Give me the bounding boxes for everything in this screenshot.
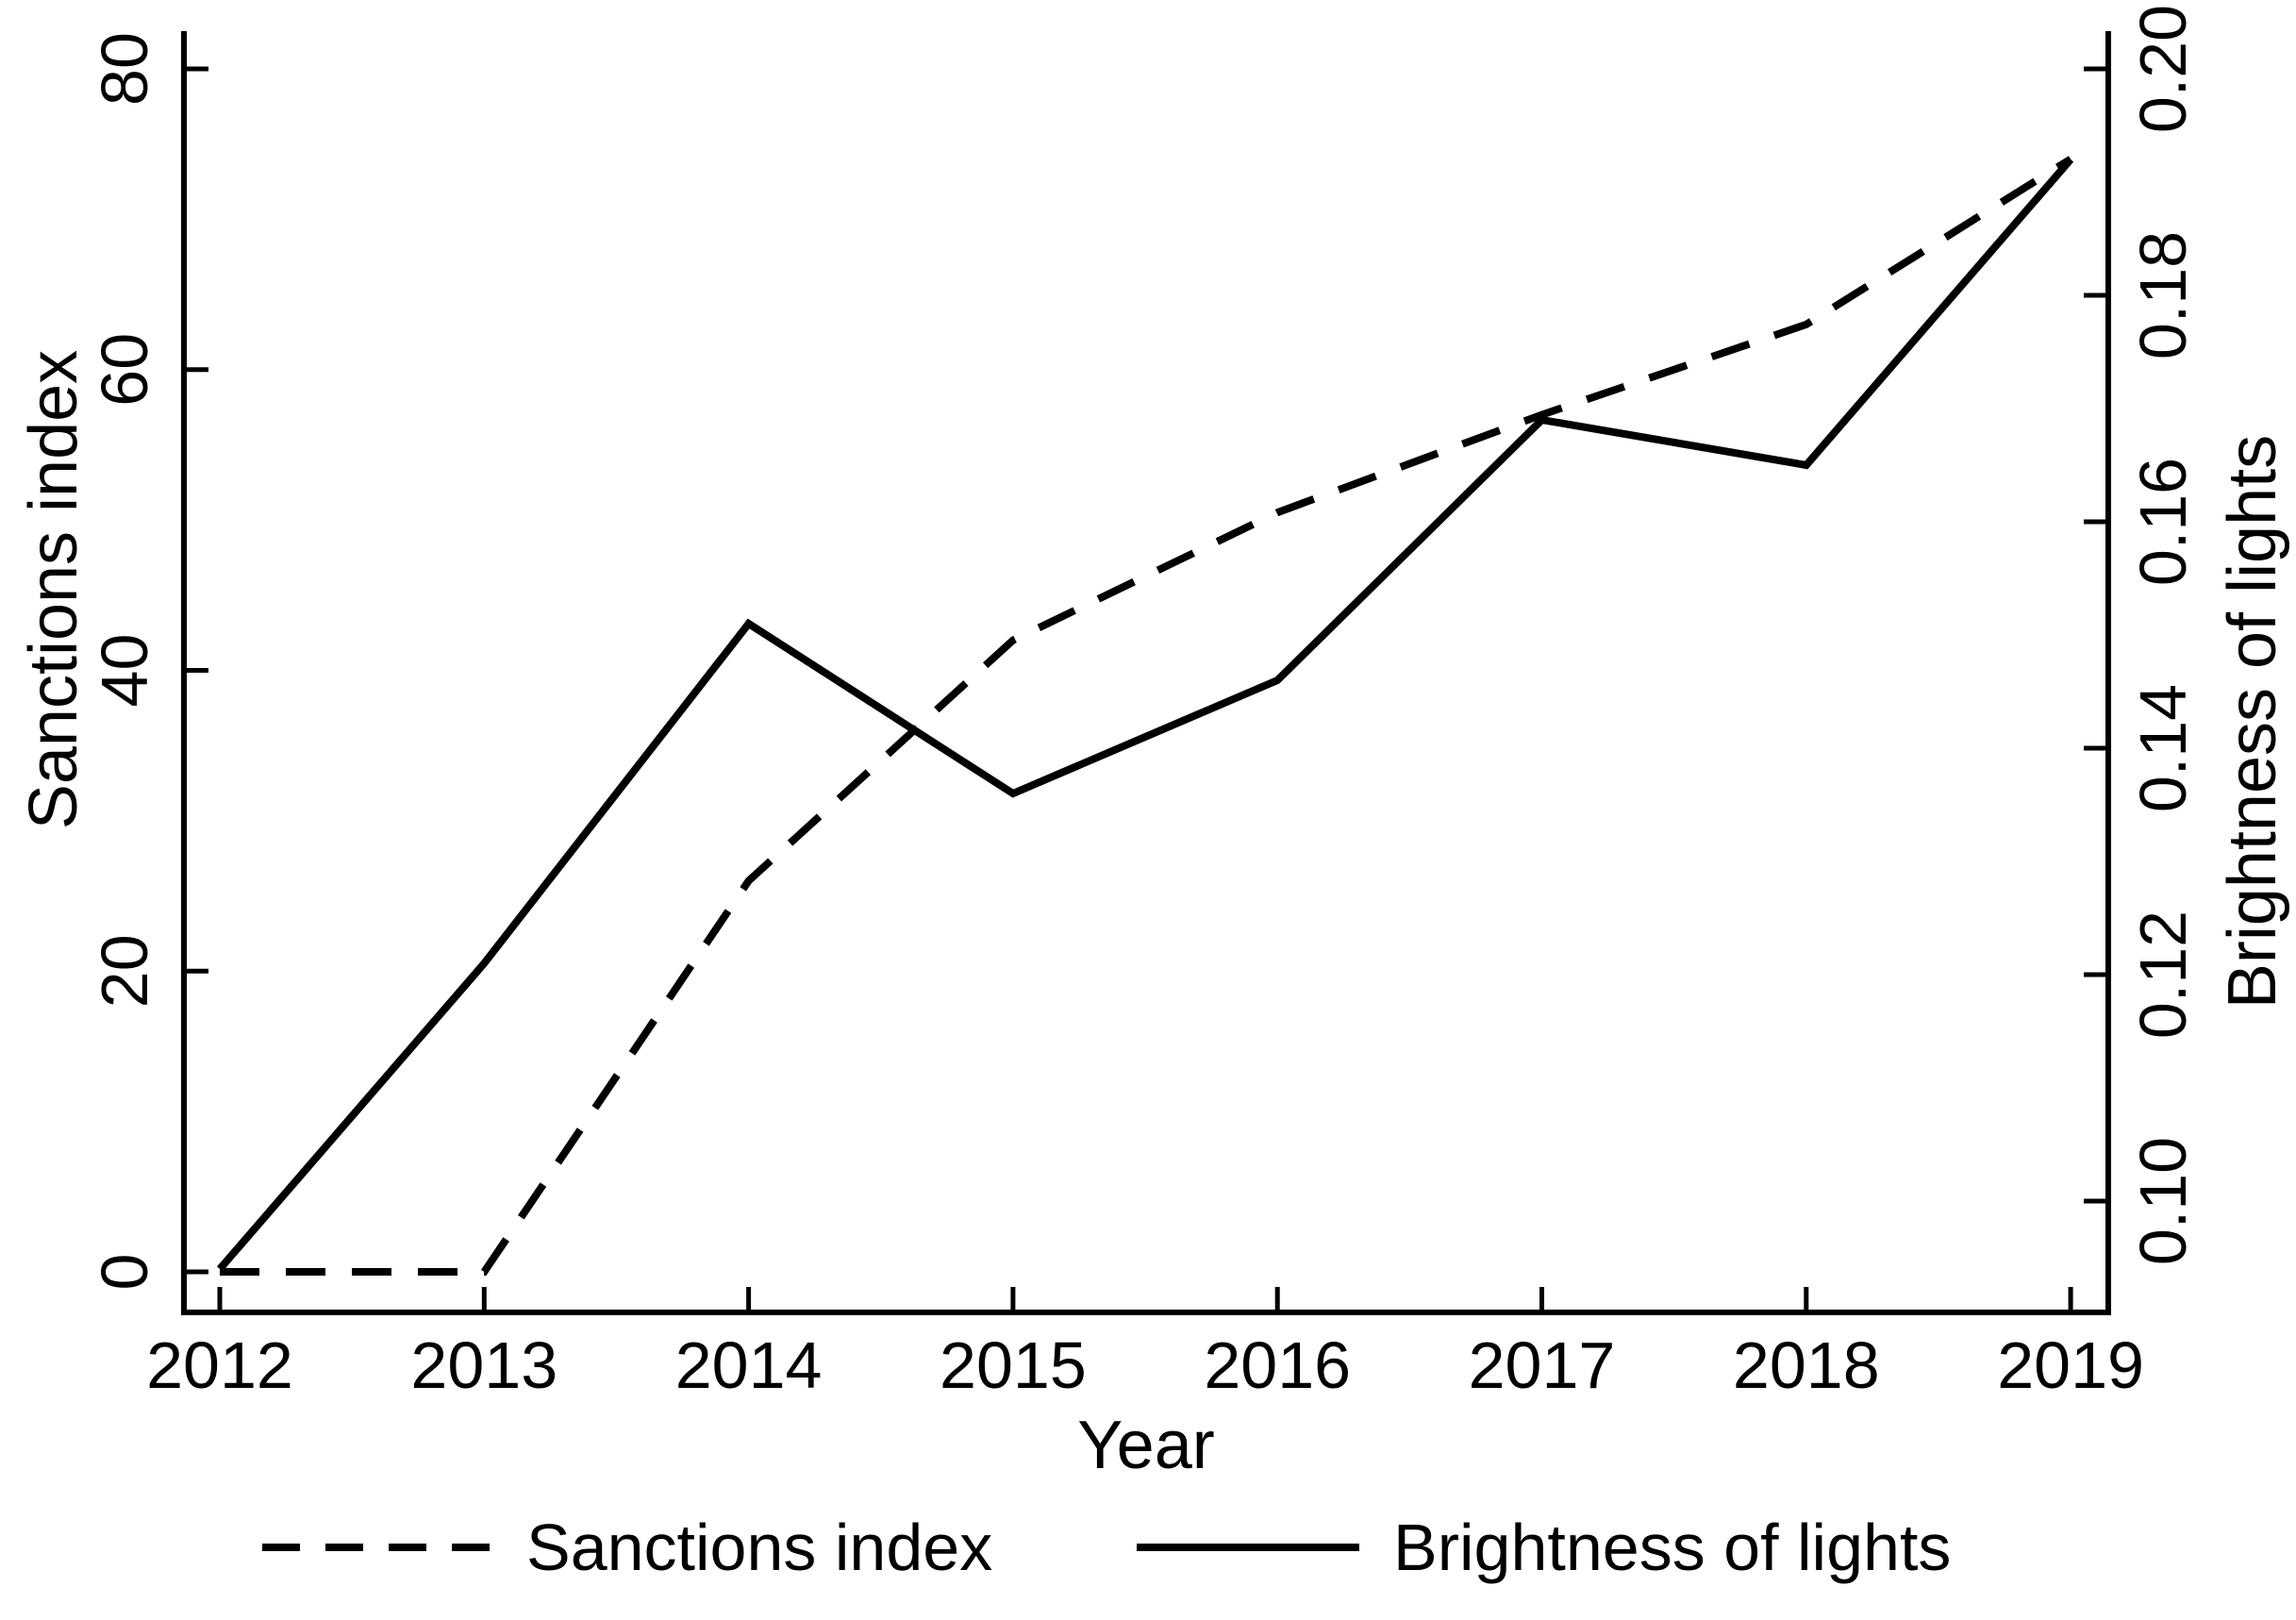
y-left-tick-label: 60 [88, 333, 161, 407]
y-left-axis-title: Sanctions index [16, 349, 92, 830]
y-right-tick-label: 0.14 [2126, 684, 2200, 812]
x-tick-label: 2012 [146, 1328, 293, 1402]
y-left-tick-label: 80 [88, 32, 161, 106]
y-right-axis-title: Brightness of lights [2215, 434, 2290, 1010]
legend: Sanctions index Brightness of lights [0, 1505, 2296, 1590]
y-left-tick-label: 20 [88, 934, 161, 1008]
x-axis-title: Year [1077, 1408, 1215, 1483]
x-tick-label: 2015 [940, 1328, 1087, 1402]
legend-label-sanctions-index: Sanctions index [526, 1511, 993, 1584]
x-tick-label: 2014 [675, 1328, 823, 1402]
y-left-tick-label: 40 [88, 634, 161, 708]
y-right-tick-label: 0.16 [2126, 458, 2200, 586]
y-left-tick-label: 0 [88, 1254, 161, 1291]
legend-label-brightness-of-lights: Brightness of lights [1393, 1511, 1952, 1584]
legend-item-sanctions-index: Sanctions index [262, 1505, 992, 1590]
series-line-sanctions-index [220, 156, 2073, 1276]
y-right-tick-label: 0.12 [2126, 910, 2200, 1039]
series-line-brightness-of-lights [216, 157, 2074, 1272]
x-tick-label: 2016 [1204, 1328, 1351, 1402]
legend-solid-line-swatch [1137, 1544, 1359, 1551]
y-right-tick-label: 0.18 [2126, 231, 2200, 359]
x-tick-label: 2018 [1733, 1328, 1880, 1402]
y-right-tick-label: 0.10 [2126, 1137, 2200, 1265]
legend-dashed-line-swatch [262, 1544, 492, 1551]
legend-item-brightness-of-lights: Brightness of lights [1137, 1505, 1951, 1590]
x-tick-label: 2019 [1997, 1328, 2144, 1402]
x-tick-label: 2017 [1469, 1328, 1616, 1402]
x-tick-label: 2013 [410, 1328, 557, 1402]
y-right-tick-label: 0.20 [2126, 5, 2200, 133]
